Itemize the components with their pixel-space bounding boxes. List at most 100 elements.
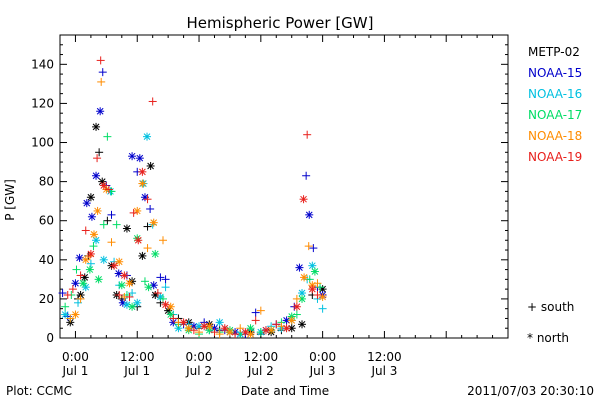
point-noaa-19-north (299, 195, 308, 204)
point-noaa-18-north (125, 279, 134, 288)
point-noaa-18-north (89, 230, 98, 239)
legend-item-noaa-18: NOAA-18 (528, 129, 582, 143)
x-tick-label-time: 0:00 (186, 350, 213, 364)
point-noaa-15-south (156, 273, 165, 282)
point-noaa-15-south (58, 289, 67, 298)
point-noaa-19-south (148, 97, 157, 106)
point-noaa-17-south (89, 242, 98, 251)
plot-frame (59, 34, 509, 339)
point-noaa-15-north (128, 152, 137, 161)
point-noaa-19-north (200, 322, 209, 331)
x-tick-label-day: Jul 1 (61, 364, 88, 378)
chart-title: Hemispheric Power [GW] (187, 14, 374, 32)
point-noaa-18-south (236, 324, 245, 333)
point-noaa-17-south (103, 132, 112, 141)
point-noaa-17-north (85, 265, 94, 274)
point-noaa-17-north (94, 275, 103, 284)
x-tick-label-time: 12:00 (367, 350, 402, 364)
point-noaa-16-south (86, 259, 95, 268)
point-noaa-18-south (304, 242, 313, 251)
point-noaa-19-south (143, 195, 152, 204)
point-noaa-19-south (189, 326, 198, 335)
point-noaa-16-south (318, 304, 327, 313)
point-noaa-17-north (128, 302, 137, 311)
point-noaa-19-south (210, 328, 219, 337)
point-metp-02-north (287, 324, 296, 333)
point-noaa-19-south (125, 292, 134, 301)
point-noaa-19-south (63, 290, 72, 299)
x-tick-label-day: Jul 2 (185, 364, 212, 378)
point-noaa-15-north (87, 212, 96, 221)
point-noaa-17-south (99, 220, 108, 229)
point-noaa-18-north (300, 273, 309, 282)
point-noaa-18-north (93, 206, 102, 215)
point-noaa-17-south (72, 265, 81, 274)
point-noaa-15-north (82, 199, 91, 208)
point-noaa-18-south (292, 294, 301, 303)
marker-legend-north: * north (527, 331, 569, 345)
y-tick-label: 40 (39, 253, 54, 267)
point-noaa-15-north (71, 279, 80, 288)
y-tick-label: 120 (31, 96, 54, 110)
point-noaa-19-north (292, 302, 301, 311)
legend-item-noaa-16: NOAA-16 (528, 87, 582, 101)
point-noaa-19-north (99, 181, 108, 190)
legend: METP-02 NOAA-15 NOAA-16 NOAA-17 NOAA-18 NOAA-… (528, 45, 582, 164)
point-noaa-19-south (93, 154, 102, 163)
point-noaa-15-north (305, 210, 314, 219)
point-noaa-19-south (68, 285, 77, 294)
point-noaa-15-north (135, 154, 144, 163)
point-noaa-15-north (282, 316, 291, 325)
x-tick-label-time: 0:00 (309, 350, 336, 364)
point-noaa-16-north (215, 318, 224, 327)
x-tick-label-day: Jul 1 (123, 364, 150, 378)
point-noaa-18-south (256, 306, 265, 315)
y-tick-label: 20 (39, 292, 54, 306)
point-noaa-18-north (287, 316, 296, 325)
point-noaa-18-south (76, 294, 85, 303)
point-noaa-18-south (97, 77, 106, 86)
point-noaa-16-north (143, 132, 152, 141)
x-tick-label-day: Jul 3 (309, 364, 336, 378)
x-tick-label-day: Jul 2 (247, 364, 274, 378)
point-noaa-19-south (313, 290, 322, 299)
point-noaa-15-north (114, 269, 123, 278)
point-noaa-16-south (161, 283, 170, 292)
point-noaa-15-south (251, 308, 260, 317)
point-metp-02-north (138, 251, 147, 260)
point-noaa-19-north (261, 326, 270, 335)
point-noaa-18-north (81, 255, 90, 264)
y-axis-label: P [GW] (3, 179, 17, 221)
legend-item-metp-02: METP-02 (528, 45, 580, 59)
point-noaa-19-north (120, 271, 129, 280)
point-noaa-19-north (282, 324, 291, 333)
point-noaa-15-south (146, 204, 155, 213)
marker-legend-south: + south (527, 300, 574, 314)
point-noaa-19-south (129, 208, 138, 217)
point-noaa-19-north (138, 167, 147, 176)
point-noaa-15-south (107, 210, 116, 219)
point-noaa-16-north (133, 298, 142, 307)
point-noaa-19-south (153, 289, 162, 298)
point-noaa-18-south (107, 238, 116, 247)
x-axis-label: Date and Time (241, 384, 329, 398)
point-noaa-19-south (272, 320, 281, 329)
footer-timestamp: 2011/07/03 20:30:10 (467, 384, 594, 398)
point-noaa-15-south (309, 244, 318, 253)
point-noaa-18-south (313, 279, 322, 288)
point-noaa-18-north (133, 206, 142, 215)
y-tick-label: 60 (39, 214, 54, 228)
point-noaa-18-north (138, 179, 147, 188)
point-metp-02-south (143, 222, 152, 231)
y-tick-label: 0 (46, 331, 54, 345)
point-noaa-15-north (75, 253, 84, 262)
point-noaa-17-north (151, 249, 160, 258)
legend-item-noaa-17: NOAA-17 (528, 108, 582, 122)
y-axis: 0 20 40 60 80 100 120 140 (31, 44, 508, 345)
point-noaa-17-north (79, 279, 88, 288)
point-noaa-19-north (134, 236, 143, 245)
point-noaa-16-north (99, 255, 108, 264)
point-metp-02-south (95, 148, 104, 157)
point-noaa-19-north (86, 249, 95, 258)
point-noaa-19-north (308, 285, 317, 294)
